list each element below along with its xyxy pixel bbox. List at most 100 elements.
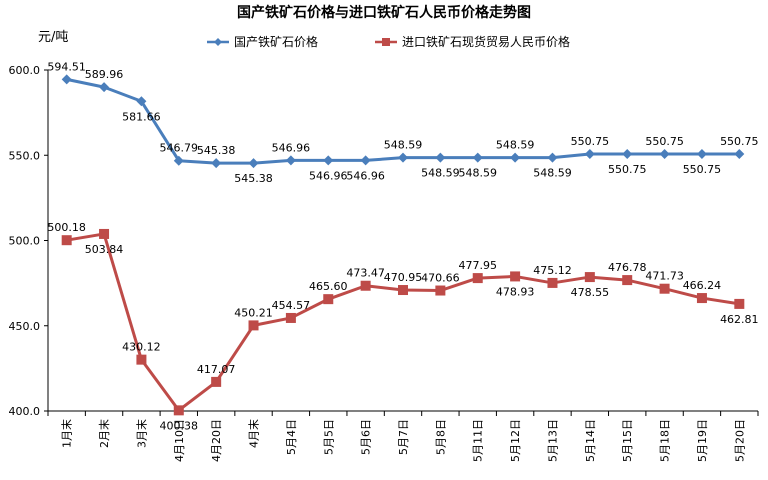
data-label: 450.21 (234, 306, 273, 319)
data-point (734, 148, 745, 159)
data-point (547, 152, 558, 163)
y-tick-label: 550.0 (9, 149, 41, 162)
data-label: 470.95 (384, 271, 423, 284)
x-tick-label: 5月13日 (546, 419, 559, 462)
data-label: 400.38 (160, 419, 199, 432)
data-label: 550.75 (571, 135, 610, 148)
data-point (435, 285, 446, 296)
data-label: 473.47 (346, 267, 385, 280)
data-point (510, 271, 521, 282)
x-tick-label: 4月末 (247, 419, 261, 448)
data-point (398, 152, 408, 163)
data-point (173, 405, 184, 416)
y-tick-label: 400.0 (9, 405, 41, 418)
data-point (173, 155, 184, 166)
series-layer: 594.51589.96581.66546.79545.38545.38546.… (47, 60, 758, 432)
data-label: 550.75 (720, 135, 759, 148)
x-tick-label: 5月19日 (696, 419, 709, 462)
data-point (136, 96, 147, 107)
data-point (584, 148, 595, 159)
data-point (472, 152, 483, 163)
data-point (211, 376, 222, 387)
data-label: 581.66 (122, 110, 161, 123)
data-point (435, 152, 446, 163)
data-label: 548.59 (496, 139, 535, 152)
data-label: 546.96 (346, 169, 385, 182)
x-tick-label: 5月11日 (472, 419, 485, 462)
data-point (622, 148, 633, 159)
data-point (61, 235, 72, 246)
data-label: 589.96 (85, 68, 124, 81)
data-point (248, 320, 259, 331)
data-point (659, 148, 670, 159)
x-tick-label: 4月10日 (173, 419, 186, 462)
data-label: 500.18 (47, 221, 86, 234)
data-point (285, 155, 296, 166)
x-tick-label: 5月20日 (733, 419, 746, 462)
chart-title: 国产铁矿石价格与进口铁矿石人民币价格走势图 (237, 4, 531, 21)
x-tick-label: 5月15日 (621, 419, 634, 462)
x-tick-label: 4月20日 (210, 419, 223, 462)
data-label: 550.75 (645, 135, 684, 148)
legend-marker (214, 38, 222, 46)
data-point (285, 312, 296, 323)
data-label: 548.59 (533, 167, 572, 180)
data-label: 466.24 (683, 279, 722, 292)
data-point (136, 354, 147, 365)
data-label: 462.81 (720, 313, 759, 326)
y-axis-label: 元/吨 (38, 30, 68, 45)
data-point (696, 148, 707, 159)
data-label: 546.96 (309, 169, 348, 182)
data-label: 548.59 (384, 139, 423, 152)
legend-marker (382, 38, 390, 46)
data-label: 545.38 (234, 172, 273, 185)
x-tick-label: 5月7日 (397, 419, 410, 455)
data-point (547, 277, 558, 288)
y-tick-label: 500.0 (9, 235, 41, 248)
data-label: 548.59 (458, 167, 497, 180)
x-tick-label: 5月14日 (584, 419, 597, 462)
data-point (622, 275, 633, 286)
data-label: 545.38 (197, 144, 236, 157)
data-point (360, 155, 371, 166)
data-label: 478.93 (496, 285, 535, 298)
data-label: 465.60 (309, 280, 348, 293)
data-point (99, 82, 110, 93)
data-label: 475.12 (533, 264, 572, 277)
data-label: 471.73 (645, 270, 684, 283)
data-point (472, 273, 483, 284)
x-tick-label: 5月4日 (285, 419, 298, 455)
x-tick-label: 5月18日 (659, 419, 672, 462)
data-label: 550.75 (683, 163, 722, 176)
data-point (61, 74, 72, 85)
legend-label: 进口铁矿石现货贸易人民币价格 (402, 34, 570, 49)
legend-label: 国产铁矿石价格 (234, 34, 318, 49)
data-point (659, 283, 670, 294)
data-label: 477.95 (458, 259, 497, 272)
data-label: 417.07 (197, 363, 236, 376)
x-tick-label: 5月5日 (322, 419, 335, 455)
data-point (734, 298, 745, 309)
data-label: 546.96 (272, 141, 311, 154)
data-label: 548.59 (421, 167, 460, 180)
x-tick-label: 1月末 (60, 419, 74, 448)
data-label: 470.66 (421, 272, 460, 285)
data-label: 476.78 (608, 261, 647, 274)
x-tick-label: 5月8日 (434, 419, 447, 455)
data-label: 546.79 (160, 142, 199, 155)
data-label: 454.57 (272, 299, 311, 312)
data-label: 503.84 (85, 243, 124, 256)
data-label: 478.55 (571, 286, 610, 299)
legend: 国产铁矿石价格 进口铁矿石现货贸易人民币价格 (207, 34, 570, 49)
data-point (99, 228, 110, 239)
data-point (323, 155, 334, 166)
data-point (584, 272, 595, 283)
x-tick-label: 3月末 (134, 419, 148, 448)
data-label: 550.75 (608, 163, 647, 176)
data-label: 594.51 (47, 60, 86, 73)
x-tick-label: 5月12日 (509, 419, 522, 462)
data-point (323, 294, 334, 305)
